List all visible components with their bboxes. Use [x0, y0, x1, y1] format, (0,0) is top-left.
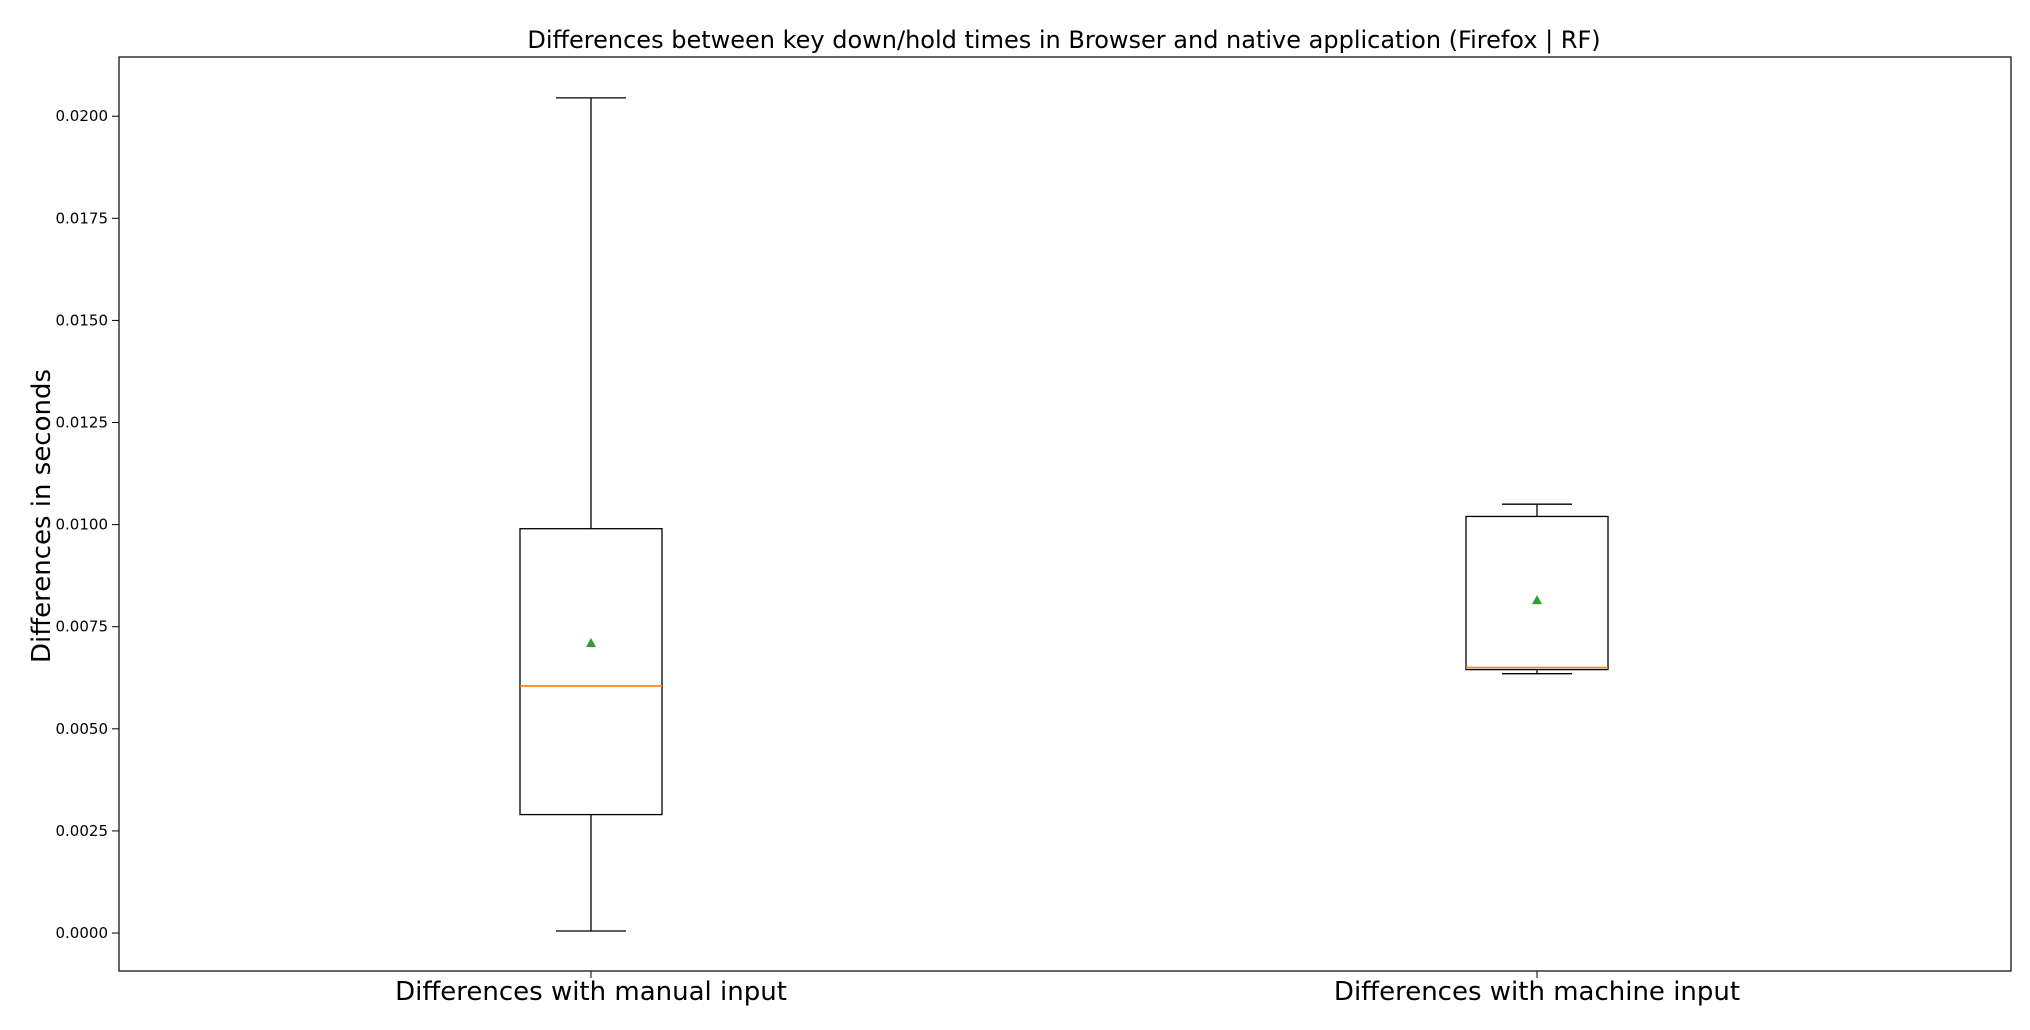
- box-series: [519, 97, 1609, 932]
- x-tick-label: Differences with machine input: [1334, 977, 1740, 1007]
- x-tick-label: Differences with manual input: [395, 977, 787, 1007]
- y-tick-label: 0.0050: [56, 720, 109, 738]
- plot-area-frame: [118, 56, 2012, 972]
- chart-title: Differences between key down/hold times …: [527, 26, 1600, 54]
- x-axis: Differences with manual input Differences…: [395, 971, 1740, 1007]
- box-iqr: [519, 528, 663, 816]
- mean-marker: [586, 638, 596, 648]
- y-axis-label: Differences in seconds: [27, 369, 57, 663]
- y-tick-label: 0.0000: [56, 924, 109, 942]
- y-tick-label: 0.0175: [56, 209, 109, 227]
- box-group: [1465, 503, 1609, 675]
- mean-marker: [1532, 595, 1542, 605]
- y-tick-label: 0.0200: [56, 107, 109, 125]
- y-tick-label: 0.0025: [56, 822, 109, 840]
- y-tick-label: 0.0150: [56, 311, 109, 329]
- y-tick-label: 0.0100: [56, 516, 109, 534]
- y-tick-label: 0.0125: [56, 414, 109, 432]
- box-iqr: [1465, 515, 1609, 671]
- box-group: [519, 97, 663, 932]
- y-tick-label: 0.0075: [56, 618, 109, 636]
- y-axis: 0.0000 0.0025 0.0050 0.0075 0.0100 0.0125 0.01…: [56, 107, 119, 942]
